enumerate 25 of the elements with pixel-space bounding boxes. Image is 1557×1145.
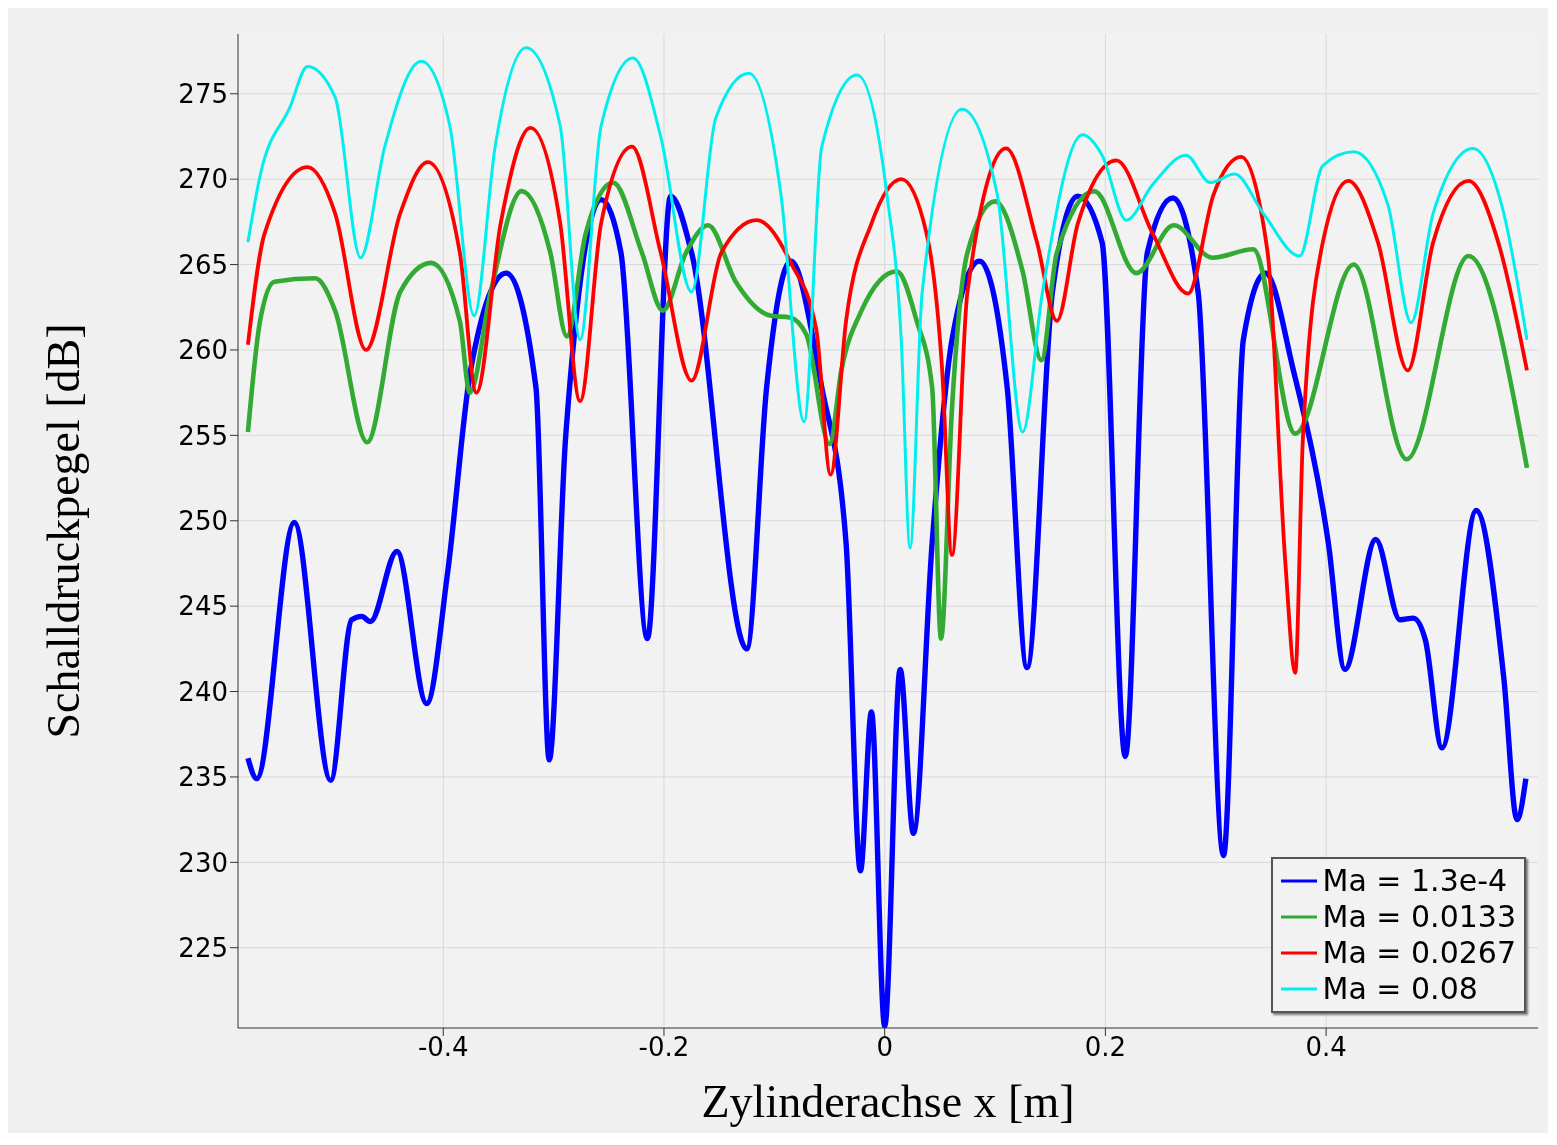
- x-tick-label: -0.2: [638, 1032, 690, 1063]
- x-tick-label: 0.2: [1084, 1032, 1127, 1063]
- y-tick-label: 255: [178, 420, 228, 451]
- y-tick-label: 265: [178, 249, 228, 280]
- y-tick-label: 260: [178, 335, 228, 366]
- line-series: [246, 46, 1529, 550]
- y-tick-label: 230: [178, 847, 228, 878]
- legend-label: Ma = 1.3e-4: [1322, 863, 1508, 899]
- y-tick-label: 225: [178, 932, 228, 963]
- y-tick-label: 245: [178, 591, 228, 622]
- x-axis-title: Zylinderachse x [m]: [701, 1076, 1075, 1127]
- y-axis-title: Schalldruckpegel [dB]: [38, 323, 90, 739]
- x-tick-label: 0: [876, 1032, 893, 1063]
- y-tick-label: 270: [178, 164, 228, 195]
- y-tick-label: 235: [178, 762, 228, 793]
- x-tick-label: 0.4: [1305, 1032, 1347, 1063]
- legend-label: Ma = 0.08: [1322, 971, 1478, 1007]
- y-tick-label: 275: [178, 79, 228, 110]
- legend-label: Ma = 0.0133: [1322, 899, 1516, 935]
- y-tick-label: 250: [178, 505, 228, 536]
- line-series: [245, 180, 1530, 641]
- x-tick-label: -0.4: [417, 1032, 469, 1063]
- line-series: [246, 126, 1529, 675]
- y-tick-label: 240: [178, 676, 228, 707]
- legend-label: Ma = 0.0267: [1322, 935, 1516, 971]
